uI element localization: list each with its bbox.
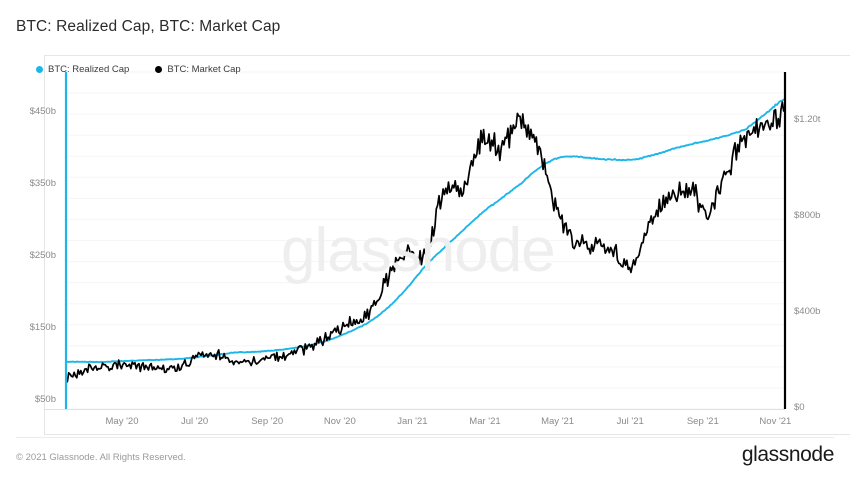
y-axis-left-tick: $150b	[29, 322, 56, 333]
footer-copyright: © 2021 Glassnode. All Rights Reserved.	[16, 452, 186, 463]
x-axis-tick: Jul '20	[181, 416, 209, 427]
legend-label-realized-cap: BTC: Realized Cap	[48, 64, 130, 75]
legend-item-market-cap[interactable]: BTC: Market Cap	[155, 64, 241, 75]
x-axis-tick: Jan '21	[397, 416, 428, 427]
x-axis-tick: Jul '21	[616, 416, 644, 427]
legend-dot-realized-cap	[36, 66, 43, 73]
chart-legend: BTC: Realized Cap BTC: Market Cap	[36, 64, 241, 75]
y-axis-right-tick: $400b	[794, 306, 821, 317]
glassnode-watermark: glassnode	[281, 216, 556, 285]
legend-item-realized-cap[interactable]: BTC: Realized Cap	[36, 64, 129, 75]
y-axis-left-tick: $250b	[29, 250, 56, 261]
footer-logo: glassnode	[741, 443, 835, 466]
y-axis-left-tick: $450b	[29, 106, 56, 117]
legend-dot-market-cap	[155, 66, 163, 73]
y-axis-left-tick: $50b	[34, 394, 56, 405]
x-axis-tick: Nov '20	[323, 416, 356, 427]
page-title: BTC: Realized Cap, BTC: Market Cap	[16, 18, 281, 35]
x-axis-tick: May '21	[541, 416, 575, 427]
y-axis-left-tick: $350b	[29, 178, 56, 189]
x-axis-tick: Nov '21	[759, 416, 792, 427]
y-axis-right-tick: $1.20t	[794, 114, 821, 125]
x-axis-tick: Sep '21	[686, 416, 719, 427]
x-axis-tick: Sep '20	[251, 416, 284, 427]
legend-label-market-cap: BTC: Market Cap	[167, 64, 241, 75]
x-axis-tick: May '20	[105, 416, 139, 427]
y-axis-right-tick: $0	[794, 402, 805, 413]
footer-divider	[16, 437, 834, 438]
x-axis-tick: Mar '21	[469, 416, 501, 427]
y-axis-right-tick: $800b	[794, 210, 821, 221]
